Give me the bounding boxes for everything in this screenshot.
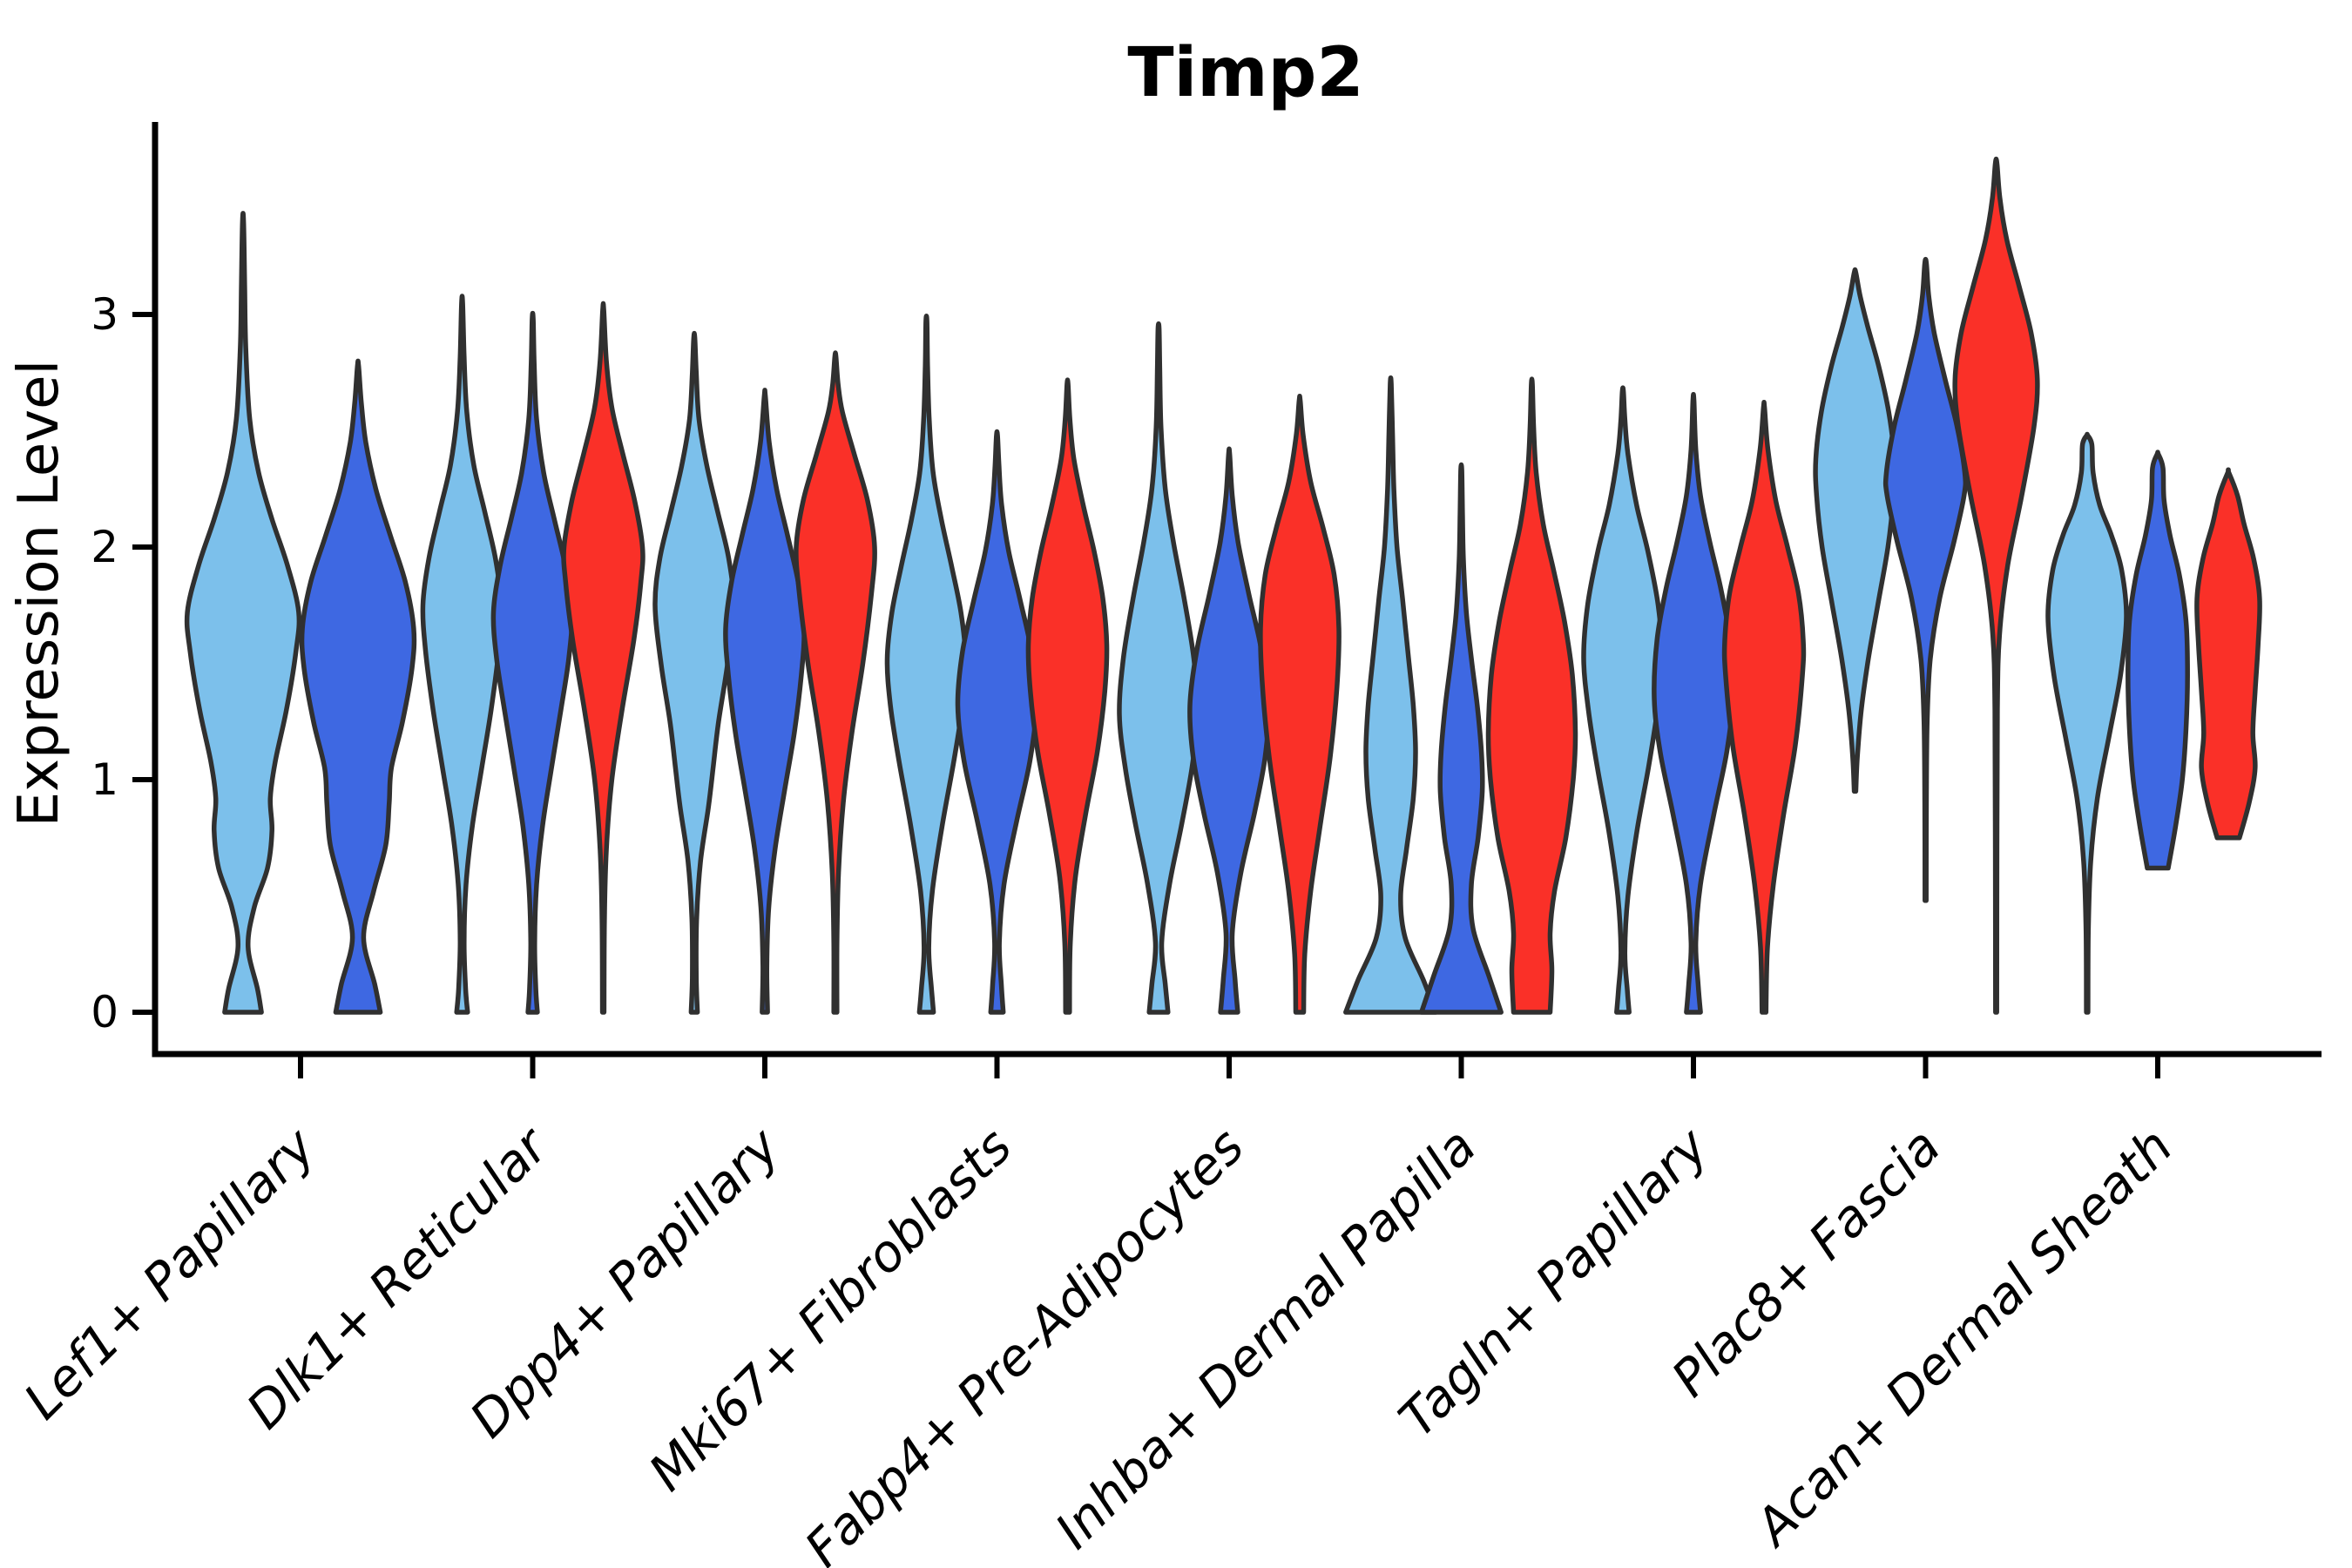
x-tick-label-acan-dermal-sheath: Acan+ Dermal Sheath — [1741, 1117, 2184, 1559]
violin-dlk1-reticular-light_blue — [420, 294, 504, 1015]
violin-inhba-dermal-papilla-royal_blue — [1419, 462, 1504, 1015]
y-axis-label: Expression Level — [7, 360, 71, 828]
violin-fabp4-pre-adipocytes-royal_blue — [1187, 446, 1271, 1015]
x-tick-label-inhba-dermal-papilla: Inhba+ Dermal Papilla — [1044, 1117, 1487, 1560]
violin-acan-dermal-sheath-royal_blue — [2126, 449, 2190, 871]
violin-plac8-fascia-light_blue — [1813, 267, 1897, 794]
violin-dpp4-papillary-red — [794, 350, 877, 1015]
violin-plac8-fascia-red — [1952, 156, 2040, 1015]
y-tick-label: 0 — [91, 987, 118, 1037]
y-tick-label: 1 — [91, 754, 118, 805]
violin-acan-dermal-sheath-light_blue — [2045, 431, 2129, 1015]
y-tick-label: 2 — [91, 522, 118, 572]
violin-fabp4-pre-adipocytes-light_blue — [1117, 321, 1200, 1015]
chart-title: Timp2 — [1127, 34, 1363, 112]
x-tick-label-fabp4-pre-adipocytes: Fabp4+ Pre-Adipocytes — [794, 1117, 1255, 1568]
violin-tagln-papillary-light_blue — [1581, 385, 1665, 1015]
violin-mki67-fibroblasts-light_blue — [884, 313, 969, 1015]
violin-fabp4-pre-adipocytes-red — [1258, 394, 1342, 1015]
violin-lef1-papillary-royal_blue — [299, 358, 417, 1015]
violin-dlk1-reticular-royal_blue — [490, 310, 575, 1015]
violin-mki67-fibroblasts-royal_blue — [955, 429, 1039, 1015]
violin-tagln-papillary-red — [1721, 400, 1807, 1015]
violin-acan-dermal-sheath-red — [2194, 467, 2262, 841]
violin-lef1-papillary-light_blue — [184, 211, 302, 1015]
violins-layer — [184, 156, 2262, 1015]
violin-dlk1-reticular-red — [561, 301, 645, 1015]
violin-inhba-dermal-papilla-red — [1485, 376, 1578, 1015]
violin-inhba-dermal-papilla-light_blue — [1343, 375, 1439, 1015]
violin-dpp4-papillary-light_blue — [652, 330, 736, 1015]
violin-plac8-fascia-royal_blue — [1882, 256, 1969, 903]
violin-tagln-papillary-royal_blue — [1652, 392, 1735, 1015]
violin-dpp4-papillary-royal_blue — [723, 388, 807, 1015]
violin-mki67-fibroblasts-red — [1025, 377, 1110, 1015]
y-tick-label: 3 — [91, 289, 118, 340]
